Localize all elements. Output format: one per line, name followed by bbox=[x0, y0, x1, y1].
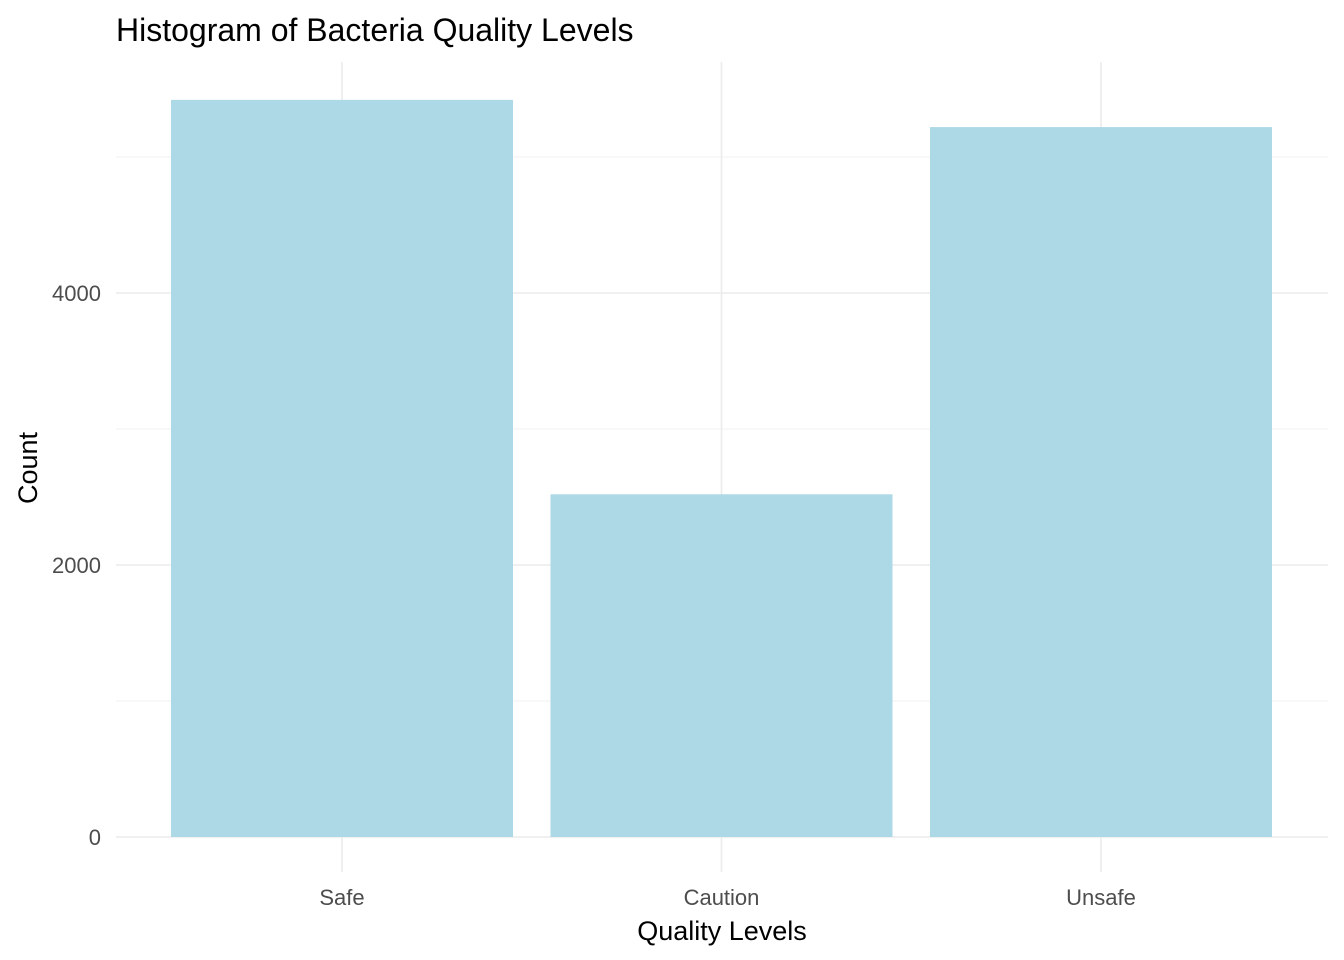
y-tick-label: 2000 bbox=[52, 553, 101, 578]
bar-safe bbox=[171, 99, 513, 837]
x-axis-title: Quality Levels bbox=[637, 916, 807, 946]
y-axis-title: Count bbox=[13, 431, 43, 504]
x-axis-ticks: Safe Caution Unsafe bbox=[319, 885, 1135, 910]
bar-caution bbox=[550, 494, 893, 837]
x-tick-label: Caution bbox=[684, 885, 760, 910]
x-tick-label: Safe bbox=[319, 885, 364, 910]
bars-layer bbox=[171, 99, 1272, 837]
bar-unsafe bbox=[930, 127, 1272, 837]
y-axis-ticks: 0 2000 4000 bbox=[52, 281, 101, 850]
y-tick-label: 0 bbox=[89, 825, 101, 850]
x-tick-label: Unsafe bbox=[1066, 885, 1136, 910]
y-tick-label: 4000 bbox=[52, 281, 101, 306]
chart-title: Histogram of Bacteria Quality Levels bbox=[116, 12, 634, 48]
